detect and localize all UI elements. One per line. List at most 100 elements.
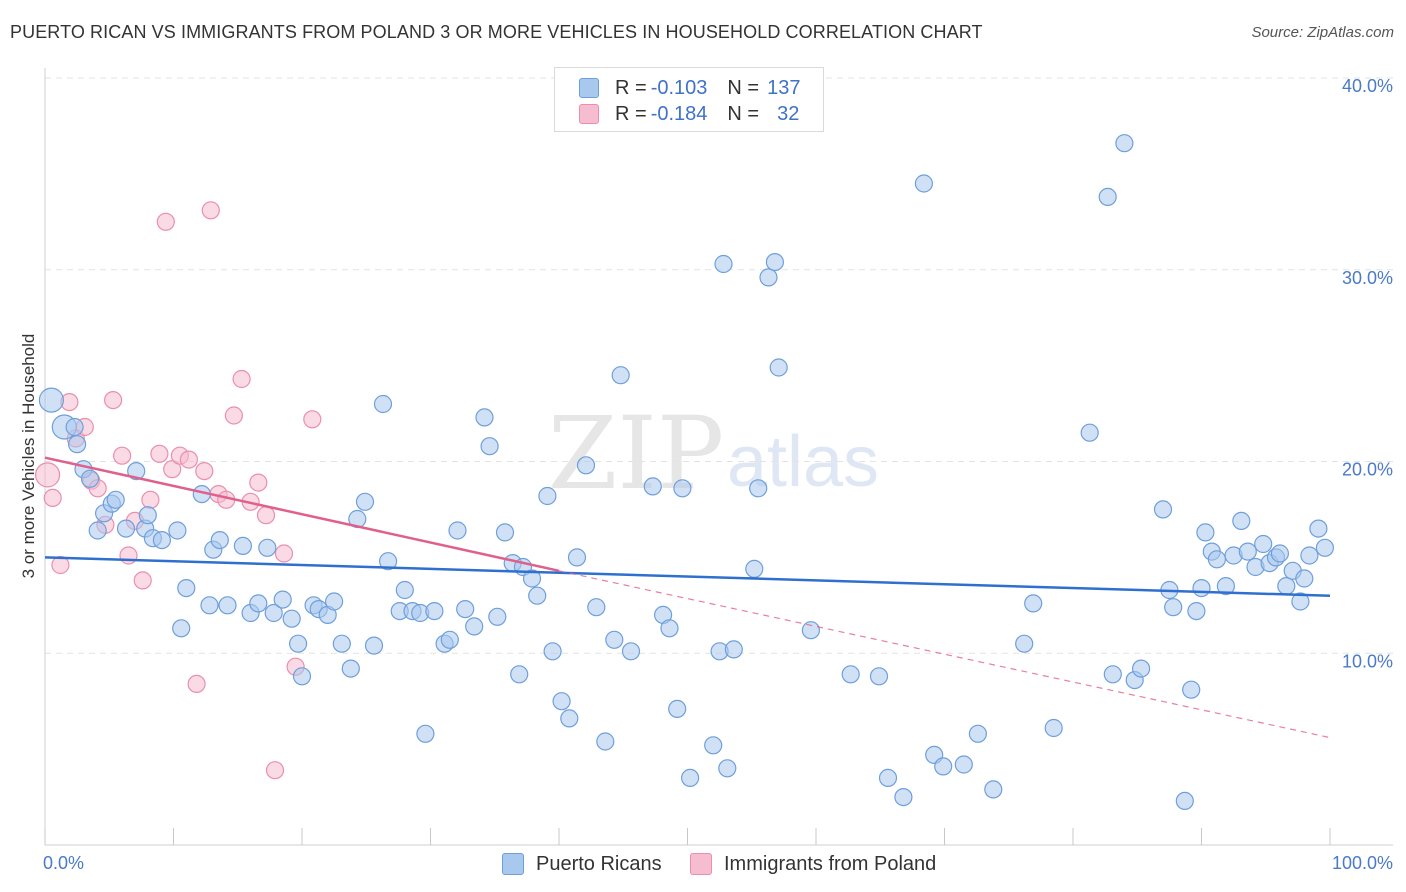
- puerto-rican-point: [106, 490, 125, 509]
- puerto-rican-point: [273, 590, 292, 609]
- poland-point: [103, 391, 123, 410]
- puerto-ricans-trend-line: [44, 556, 1331, 597]
- puerto-rican-point: [440, 630, 459, 649]
- puerto-rican-point: [152, 530, 171, 550]
- puerto-rican-point: [745, 559, 764, 579]
- puerto-rican-point: [1238, 542, 1257, 561]
- puerto-rican-point: [560, 709, 579, 728]
- puerto-rican-point: [116, 519, 136, 538]
- grid-lines: [45, 77, 1393, 654]
- puerto-rican-point: [475, 408, 494, 427]
- puerto-rican-point: [769, 358, 788, 377]
- poland-point: [150, 444, 169, 463]
- puerto-rican-point: [522, 569, 542, 588]
- puerto-rican-point: [576, 456, 596, 475]
- legend-r-label: R =: [615, 76, 647, 99]
- poland-point: [133, 571, 152, 590]
- puerto-rican-point: [65, 417, 84, 437]
- correlation-legend: R = -0.103 N = 137 R = -0.184 N = 32: [554, 67, 824, 132]
- puerto-rican-point: [210, 530, 229, 550]
- puerto-rican-point: [1098, 187, 1117, 206]
- puerto-rican-point: [1015, 634, 1034, 653]
- legend-n-label: N =: [727, 102, 760, 125]
- puerto-rican-point: [552, 692, 571, 711]
- puerto-rican-point: [425, 601, 444, 621]
- puerto-rican-point: [355, 492, 375, 511]
- puerto-rican-point: [1196, 523, 1215, 542]
- legend-row-puerto-ricans: R = -0.103 N = 137: [579, 76, 800, 100]
- puerto-rican-point: [67, 435, 87, 454]
- watermark-zip: ZIP: [548, 395, 724, 512]
- puerto-rican-point: [456, 599, 475, 619]
- puerto-rican-point: [611, 366, 630, 385]
- puerto-rican-point: [1309, 519, 1328, 538]
- bottom-legend-immigrants-from-poland: Immigrants from Poland: [690, 851, 936, 877]
- puerto-rican-point: [765, 253, 785, 272]
- puerto-rican-point: [1270, 544, 1290, 563]
- puerto-rican-point: [1207, 550, 1227, 569]
- puerto-rican-point: [643, 477, 662, 496]
- poland-point: [119, 546, 138, 565]
- y-tick-label: 30.0%: [1342, 268, 1393, 288]
- puerto-rican-point: [718, 759, 737, 778]
- puerto-rican-point: [668, 699, 687, 719]
- puerto-rican-point: [954, 755, 973, 774]
- puerto-rican-point: [127, 462, 146, 481]
- puerto-rican-point: [1187, 601, 1206, 621]
- poland-point: [51, 555, 70, 575]
- legend-swatch-blue: [579, 78, 599, 98]
- puerto-rican-point: [1153, 500, 1173, 519]
- puerto-rican-point: [495, 523, 515, 542]
- bottom-legend-swatch-pink: [690, 853, 712, 875]
- puerto-rican-point: [1115, 134, 1134, 153]
- poland-point: [232, 369, 251, 389]
- watermark: ZIP atlas: [548, 395, 879, 512]
- puerto-rican-point: [258, 538, 277, 557]
- puerto-rican-point: [587, 598, 606, 617]
- puerto-rican-point: [714, 254, 733, 274]
- puerto-rican-point: [218, 596, 237, 615]
- puerto-rican-point: [1216, 576, 1236, 596]
- puerto-rican-point: [80, 469, 100, 488]
- puerto-rican-point: [914, 174, 934, 193]
- y-tick-label: 10.0%: [1342, 651, 1393, 671]
- puerto-rican-point: [1277, 576, 1296, 596]
- poland-point: [179, 450, 198, 469]
- puerto-rican-point: [465, 617, 484, 636]
- legend-n-value: 137: [767, 76, 801, 99]
- trend-lines: [44, 456, 1331, 739]
- puerto-ricans-points: [38, 134, 1335, 811]
- puerto-rican-point: [1175, 791, 1194, 811]
- poland-point: [201, 201, 220, 220]
- puerto-rican-point: [1232, 511, 1251, 531]
- puerto-rican-point: [841, 665, 860, 684]
- poland-point: [195, 462, 214, 481]
- puerto-rican-point: [510, 665, 529, 684]
- puerto-rican-point: [1254, 534, 1273, 554]
- puerto-rican-point: [395, 580, 414, 600]
- puerto-rican-point: [984, 780, 1003, 799]
- puerto-rican-point: [704, 736, 723, 755]
- immigrants-from-poland-points: [34, 201, 322, 780]
- puerto-rican-point: [894, 787, 913, 807]
- puerto-rican-point: [538, 486, 557, 506]
- legend-r-value: -0.184: [650, 102, 708, 125]
- puerto-rican-point: [869, 667, 889, 686]
- poland-trend-line: [44, 456, 560, 573]
- puerto-rican-point: [168, 521, 187, 540]
- puerto-rican-point: [1192, 578, 1211, 598]
- puerto-rican-point: [1164, 598, 1183, 617]
- puerto-rican-point: [934, 757, 953, 776]
- puerto-rican-point: [200, 596, 219, 615]
- puerto-rican-point: [596, 732, 615, 751]
- poland-point: [156, 212, 175, 231]
- chart-title: PUERTO RICAN VS IMMIGRANTS FROM POLAND 3…: [10, 22, 983, 42]
- poland-point: [224, 406, 243, 425]
- puerto-rican-point: [1131, 659, 1151, 678]
- puerto-rican-point: [480, 437, 499, 456]
- puerto-rican-point: [341, 659, 360, 678]
- puerto-rican-point: [1080, 423, 1099, 442]
- legend-r-label: R =: [615, 102, 647, 125]
- puerto-rican-point: [1291, 592, 1310, 611]
